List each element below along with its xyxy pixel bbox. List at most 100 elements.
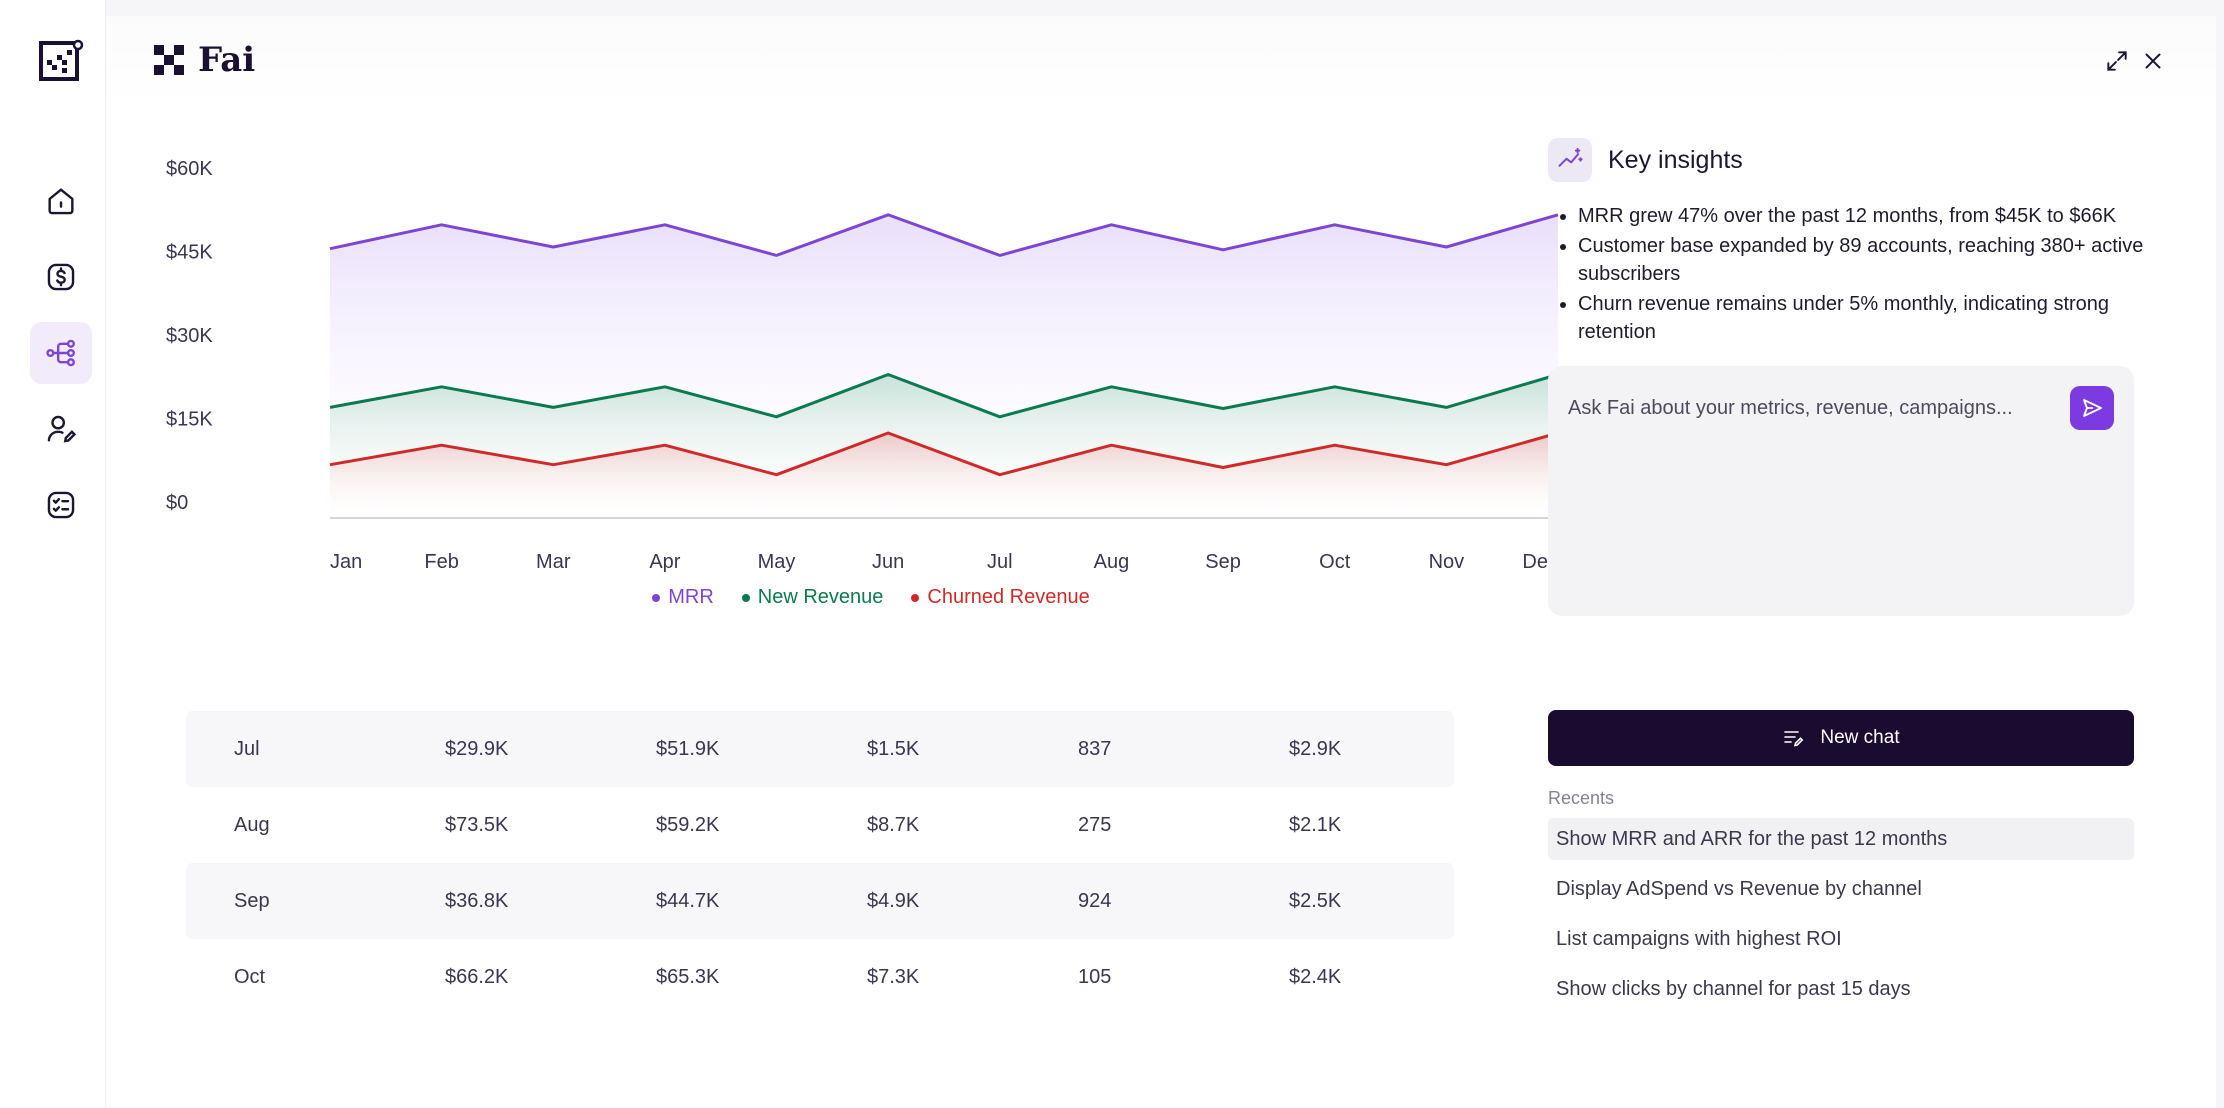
branch-icon xyxy=(46,339,75,367)
cell-month: Oct xyxy=(234,965,266,988)
nav-tasks[interactable] xyxy=(30,474,92,536)
recents-label: Recents xyxy=(1548,788,1615,808)
insights-header: Key insights xyxy=(1548,138,2148,182)
table-cell: $29.9K xyxy=(445,737,509,760)
x-tick-label: Feb xyxy=(424,551,458,573)
chart-legend: MRR New Revenue Churned Revenue xyxy=(106,586,1636,609)
x-tick-label: Jan xyxy=(330,551,362,573)
nav-users[interactable] xyxy=(30,398,92,460)
left-rail xyxy=(0,0,106,1108)
x-tick-label: Mar xyxy=(536,551,571,573)
table-cell: $2.9K xyxy=(1289,737,1342,760)
recent-item[interactable]: List campaigns with highest ROI xyxy=(1556,927,1842,950)
chart-svg: $60K $45K $30K $15K $0 Jan Feb Mar Apr May Jun Jul… xyxy=(166,158,1559,573)
send-button[interactable] xyxy=(2070,386,2114,430)
y-tick-label: $15K xyxy=(166,409,213,431)
table-cell: 924 xyxy=(1078,889,1112,912)
recent-item[interactable]: Show clicks by channel for past 15 days xyxy=(1556,977,1911,1000)
recents-list: Show MRR and ARR for the past 12 months … xyxy=(1548,818,2134,1018)
ask-input[interactable] xyxy=(1568,392,2038,424)
line-churned-revenue[interactable] xyxy=(329,431,1559,477)
table-row[interactable]: Jul $29.9K $51.9K $1.5K 837 $2.9K xyxy=(186,711,1454,787)
y-tick-label: $0 xyxy=(166,492,188,514)
legend-dot-new xyxy=(741,593,750,602)
new-chat-label: New chat xyxy=(1820,727,1900,748)
y-tick-label: $30K xyxy=(166,325,213,347)
main-panel: Fai xyxy=(106,16,2216,1108)
insights-list: MRR grew 47% over the past 12 months, fr… xyxy=(1548,202,2148,346)
table-cell: $1.5K xyxy=(867,737,920,760)
expand-button[interactable] xyxy=(2102,46,2132,76)
new-chat-icon xyxy=(1784,731,1804,747)
close-icon xyxy=(2145,53,2161,69)
legend-new-revenue[interactable]: New Revenue xyxy=(741,586,884,609)
table-cell: $2.5K xyxy=(1289,889,1342,912)
table-cell: 837 xyxy=(1078,737,1112,760)
table-cell: 275 xyxy=(1078,813,1112,836)
legend-label-churned: Churned Revenue xyxy=(927,586,1090,608)
cell-month: Jul xyxy=(234,737,260,760)
table-cell: $65.3K xyxy=(656,965,720,988)
legend-dot-churned xyxy=(911,593,920,602)
line-mrr[interactable] xyxy=(329,213,1559,257)
table-row[interactable]: Oct $66.2K $65.3K $7.3K 105 $2.4K xyxy=(186,939,1454,1015)
nav-flows[interactable] xyxy=(30,322,92,384)
legend-dot-mrr xyxy=(652,593,661,602)
insight-item: Churn revenue remains under 5% monthly, … xyxy=(1578,290,2148,346)
recent-item[interactable]: Show MRR and ARR for the past 12 months xyxy=(1548,818,2134,860)
table-cell: $66.2K xyxy=(445,965,509,988)
insights-badge xyxy=(1548,138,1592,182)
recent-item[interactable]: Display AdSpend vs Revenue by channel xyxy=(1556,877,1922,900)
x-tick-label: Nov xyxy=(1429,551,1465,573)
brand: Fai xyxy=(154,40,255,80)
user-edit-icon xyxy=(47,415,77,443)
home-icon xyxy=(48,188,74,215)
legend-label-new: New Revenue xyxy=(757,586,884,608)
y-tick-label: $45K xyxy=(166,242,213,264)
x-tick-label: May xyxy=(758,551,796,573)
line-new-revenue[interactable] xyxy=(329,373,1559,419)
dollar-icon xyxy=(47,263,75,291)
fai-logo-icon[interactable] xyxy=(38,38,84,84)
nav-billing[interactable] xyxy=(30,246,92,308)
x-tick-label: Jun xyxy=(872,551,904,573)
insights-title: Key insights xyxy=(1608,145,1743,174)
legend-mrr[interactable]: MRR xyxy=(652,586,714,609)
area-churned-revenue xyxy=(330,433,1558,518)
table-row[interactable]: Sep $36.8K $44.7K $4.9K 924 $2.5K xyxy=(186,863,1454,939)
cell-month: Aug xyxy=(234,813,270,836)
legend-churned-revenue[interactable]: Churned Revenue xyxy=(911,586,1090,609)
metrics-table: Jul $29.9K $51.9K $1.5K 837 $2.9K Aug $7… xyxy=(186,711,1454,1015)
insight-item: Customer base expanded by 89 accounts, r… xyxy=(1578,232,2148,288)
table-cell: $4.9K xyxy=(867,889,920,912)
cell-month: Sep xyxy=(234,889,270,912)
x-tick-label: Apr xyxy=(649,551,680,573)
topbar: Fai xyxy=(106,16,2216,106)
legend-label-mrr: MRR xyxy=(668,586,714,608)
insight-item: MRR grew 47% over the past 12 months, fr… xyxy=(1578,202,2148,230)
x-tick-label: Oct xyxy=(1319,551,1351,573)
send-icon xyxy=(2083,399,2102,417)
expand-icon xyxy=(2107,51,2127,71)
table-row[interactable]: Aug $73.5K $59.2K $8.7K 275 $2.1K xyxy=(186,787,1454,863)
app-name: Fai xyxy=(198,40,256,80)
table-cell: $36.8K xyxy=(445,889,509,912)
table-cell: $44.7K xyxy=(656,889,720,912)
table-cell: $51.9K xyxy=(656,737,720,760)
new-chat-button[interactable]: New chat xyxy=(1548,710,2134,766)
fai-mark-icon xyxy=(154,45,184,75)
table-cell: $2.1K xyxy=(1289,813,1342,836)
x-tick-label: Sep xyxy=(1205,551,1241,573)
ask-box[interactable] xyxy=(1548,366,2134,616)
table-cell: $7.3K xyxy=(867,965,920,988)
table-cell: $2.4K xyxy=(1289,965,1342,988)
table-cell: 105 xyxy=(1078,965,1112,988)
close-button[interactable] xyxy=(2138,46,2168,76)
key-insights: Key insights MRR grew 47% over the past … xyxy=(1548,138,2148,348)
y-tick-label: $60K xyxy=(166,158,213,180)
revenue-chart: $60K $45K $30K $15K $0 Jan Feb Mar Apr May Jun Jul… xyxy=(166,134,1566,654)
x-tick-label: Aug xyxy=(1094,551,1130,573)
table-cell: $8.7K xyxy=(867,813,920,836)
nav-home[interactable] xyxy=(30,170,92,232)
table-cell: $59.2K xyxy=(656,813,720,836)
